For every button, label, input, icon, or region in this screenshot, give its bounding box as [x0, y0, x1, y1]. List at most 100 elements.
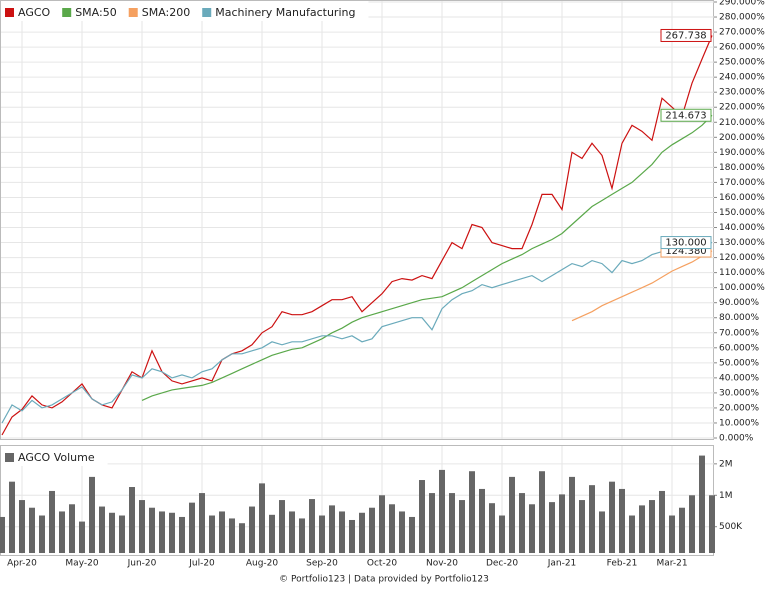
- y-tick-label: 20.000%: [719, 403, 759, 413]
- volume-bar: [269, 514, 275, 553]
- volume-bar: [229, 518, 235, 553]
- volume-bar: [249, 506, 255, 553]
- y-tick-label: 250.000%: [719, 58, 765, 68]
- volume-bar: [699, 455, 705, 553]
- volume-bar: [379, 495, 385, 553]
- x-tick-label: Dec-20: [486, 559, 518, 569]
- y-tick-label: 60.000%: [719, 343, 759, 353]
- volume-bar: [669, 515, 675, 553]
- x-tick-label: Jan-21: [547, 559, 577, 569]
- x-tick-label: Mar-21: [656, 559, 687, 569]
- volume-bar: [79, 521, 85, 553]
- y-tick-label: 110.000%: [719, 268, 765, 278]
- legend-label: SMA:200: [142, 6, 191, 19]
- y-tick-label: 180.000%: [719, 163, 765, 173]
- volume-bar: [319, 515, 325, 553]
- volume-bar: [179, 516, 185, 553]
- volume-bar: [259, 483, 265, 553]
- volume-bar: [169, 512, 175, 553]
- end-label-box: [660, 28, 712, 42]
- y-tick-label: 170.000%: [719, 178, 765, 188]
- volume-bar: [519, 493, 525, 553]
- y-tick-label: 80.000%: [719, 313, 759, 323]
- volume-bar: [579, 500, 585, 553]
- y-tick-label: 270.000%: [719, 28, 765, 38]
- y-tick-label: 200.000%: [719, 133, 765, 143]
- volume-bar: [389, 504, 395, 553]
- legend-label: SMA:50: [75, 6, 117, 19]
- volume-bar: [639, 505, 645, 553]
- x-tick-label: Jun-20: [127, 559, 157, 569]
- y-tick-label: 30.000%: [719, 388, 759, 398]
- line-1: [141, 114, 713, 401]
- volume-bar: [659, 490, 665, 553]
- line-2: [571, 250, 713, 322]
- x-tick-label: Aug-20: [246, 559, 279, 569]
- volume-bar: [469, 471, 475, 553]
- volume-bar: [679, 507, 685, 553]
- y-tick-label: 210.000%: [719, 118, 765, 128]
- x-tick-label: May-20: [65, 559, 98, 569]
- volume-bar: [89, 476, 95, 553]
- volume-bar: [339, 511, 345, 553]
- y-tick-label: 290.000%: [719, 0, 765, 8]
- volume-bar: [509, 476, 515, 553]
- volume-bar: [119, 515, 125, 553]
- volume-bar: [649, 500, 655, 553]
- legend-swatch: [5, 453, 14, 462]
- legend-label: AGCO: [18, 6, 51, 19]
- volume-bar: [159, 511, 165, 553]
- volume-bar: [149, 507, 155, 553]
- volume-bar: [689, 495, 695, 553]
- line-0: [1, 35, 713, 436]
- volume-bar: [19, 500, 25, 553]
- volume-bar: [139, 500, 145, 553]
- volume-bar: [459, 500, 465, 553]
- y-tick-label: 70.000%: [719, 328, 759, 338]
- y-tick-label: 240.000%: [719, 73, 765, 83]
- volume-bar: [489, 503, 495, 553]
- volume-bar: [109, 512, 115, 553]
- y-tick-label: 280.000%: [719, 13, 765, 23]
- volume-bar: [569, 476, 575, 553]
- y-tick-label: 150.000%: [719, 208, 765, 218]
- volume-bar: [559, 494, 565, 553]
- volume-bar: [49, 490, 55, 553]
- legend-label: Machinery Manufacturing: [215, 6, 355, 19]
- volume-bar: [549, 502, 555, 553]
- y-tick-label: 160.000%: [719, 193, 765, 203]
- y-tick-label: 260.000%: [719, 43, 765, 53]
- y-tick-label: 1M: [719, 491, 733, 501]
- volume-bar: [619, 488, 625, 553]
- volume-bar: [599, 511, 605, 553]
- volume-bar: [709, 495, 715, 553]
- volume-bar: [239, 523, 245, 553]
- volume-bar: [99, 506, 105, 553]
- volume-bar: [539, 471, 545, 553]
- volume-bar: [439, 469, 445, 553]
- volume-bar: [399, 511, 405, 553]
- x-tick-label: Jul-20: [188, 559, 215, 569]
- legend-swatch: [62, 8, 72, 17]
- legend-label: AGCO Volume: [18, 451, 95, 464]
- x-tick-label: Apr-20: [7, 559, 37, 569]
- line-3: [1, 242, 713, 424]
- volume-bar: [609, 481, 615, 553]
- volume-bar: [429, 493, 435, 553]
- legend-swatch: [128, 8, 138, 17]
- volume-bar: [629, 515, 635, 553]
- end-label: 214.673: [665, 110, 706, 121]
- volume-bar: [199, 493, 205, 553]
- volume-bar: [69, 504, 75, 553]
- y-tick-label: 500K: [719, 522, 743, 532]
- volume-bar: [449, 493, 455, 553]
- y-tick-label: 130.000%: [719, 238, 765, 248]
- volume-bar: [189, 502, 195, 553]
- volume-bar: [529, 504, 535, 553]
- x-tick-label: Oct-20: [367, 559, 398, 569]
- y-tick-label: 140.000%: [719, 223, 765, 233]
- y-tick-label: 120.000%: [719, 253, 765, 263]
- y-tick-label: 90.000%: [719, 298, 759, 308]
- volume-bar: [39, 515, 45, 553]
